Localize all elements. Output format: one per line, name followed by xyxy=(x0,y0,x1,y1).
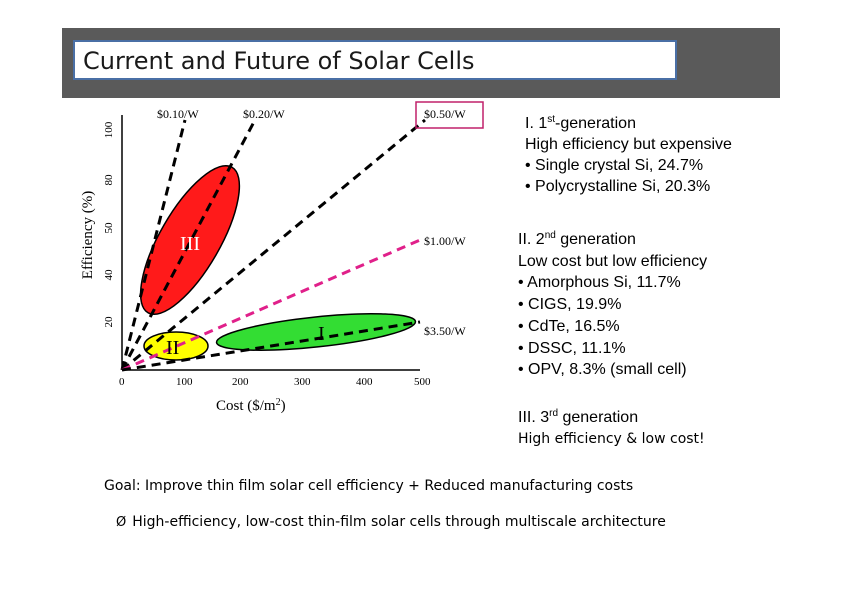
y-axis-title: Efficiency (%) xyxy=(80,191,96,279)
cost-line-2 xyxy=(120,119,257,371)
y-tick-label: 40 xyxy=(103,269,115,281)
y-tick-label: 80 xyxy=(103,174,115,186)
first-generation-block: I. 1st-generation High efficiency but ex… xyxy=(525,113,732,197)
cost-line-4 xyxy=(121,238,421,372)
x-tick-label: 0 xyxy=(119,376,125,388)
region-label-i: I xyxy=(318,323,325,345)
goal-statement: Goal: Improve thin film solar cell effic… xyxy=(104,478,633,494)
second-generation-line: • OPV, 8.3% (small cell) xyxy=(518,361,687,379)
region-i-ellipse xyxy=(215,313,417,351)
x-tick-label: 200 xyxy=(232,376,249,388)
third-generation-subtext: High efficiency & low cost! xyxy=(518,431,705,447)
goal-text: : Improve thin film solar cell efficienc… xyxy=(135,478,634,494)
y-tick-label: 100 xyxy=(103,121,115,138)
arrow-bullet-icon: Ø xyxy=(116,515,127,530)
x-axis-title: Cost ($/m2) xyxy=(216,397,286,414)
slide-title: Current and Future of Solar Cells xyxy=(83,47,475,75)
region-label-ii: II xyxy=(166,337,179,359)
second-generation-line: • CIGS, 19.9% xyxy=(518,296,622,314)
arrow-bullet-text: High-efficiency, low-cost thin-film sola… xyxy=(132,514,666,530)
third-generation-block: III. 3rd generation High efficiency & lo… xyxy=(518,408,705,448)
cost-line-5 xyxy=(121,320,421,372)
second-generation-line: • DSSC, 11.1% xyxy=(518,339,626,357)
title-box: Current and Future of Solar Cells xyxy=(73,40,677,80)
cost-label: $3.50/W xyxy=(424,324,466,338)
second-generation-line: • Amorphous Si, 11.7% xyxy=(518,274,681,292)
cost-label: $0.10/W xyxy=(157,107,199,121)
region-label-iii: III xyxy=(180,233,200,255)
cost-label: $0.20/W xyxy=(243,107,285,121)
first-generation-line: • Single crystal Si, 24.7% xyxy=(525,157,704,174)
x-tick-label: 300 xyxy=(294,376,311,388)
region-iii-ellipse xyxy=(139,164,241,316)
cost-line-3 xyxy=(121,118,426,372)
cost-label: $1.00/W xyxy=(424,234,466,248)
first-generation-heading: I. 1st-generation xyxy=(525,114,636,133)
second-generation-block: II. 2nd generation Low cost but low effi… xyxy=(518,229,707,381)
third-generation-heading: III. 3rd generation xyxy=(518,408,639,427)
x-tick-label: 500 xyxy=(414,376,431,388)
cost-label: $0.50/W xyxy=(424,107,466,121)
arrow-bullet: Ø High-efficiency, low-cost thin-film sol… xyxy=(116,514,666,530)
second-generation-line: • CdTe, 16.5% xyxy=(518,317,620,335)
first-generation-line: High efficiency but expensive xyxy=(525,136,732,153)
y-tick-label: 20 xyxy=(103,316,115,328)
goal-label: Goal xyxy=(104,478,136,494)
second-generation-line: Low cost but low efficiency xyxy=(518,252,708,270)
x-tick-label: 100 xyxy=(176,376,193,388)
x-tick-label: 400 xyxy=(356,376,373,388)
second-generation-heading: II. 2nd generation xyxy=(518,230,636,249)
cost-line-1 xyxy=(120,119,187,371)
cost-label-box xyxy=(415,101,484,129)
first-generation-line: • Polycrystalline Si, 20.3% xyxy=(525,178,711,195)
y-tick-label: 50 xyxy=(103,222,115,234)
